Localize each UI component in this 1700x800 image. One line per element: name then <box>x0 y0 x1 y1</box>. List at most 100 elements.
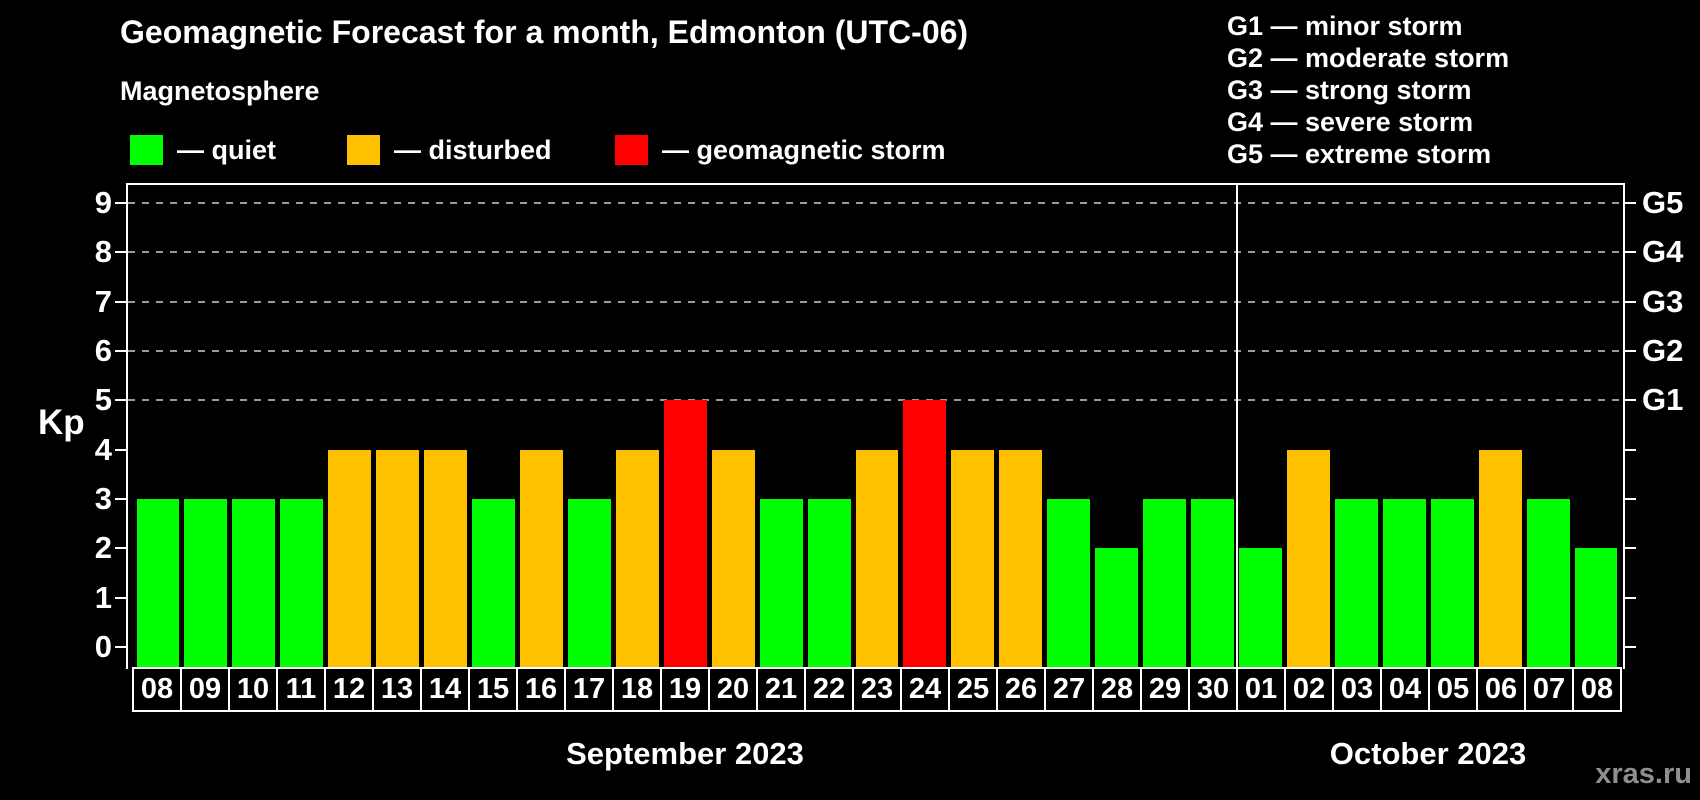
kp-bar <box>1430 499 1474 667</box>
date-label: 06 <box>1478 669 1526 710</box>
kp-bar <box>951 449 995 667</box>
legend-item-quiet: — quiet <box>130 135 360 165</box>
y-tick-label: 0 <box>94 629 112 665</box>
y-tick-label: 5 <box>94 382 112 418</box>
g-axis-tick <box>1625 498 1636 501</box>
kp-bar <box>1095 548 1139 667</box>
g-tick-label: G2 <box>1642 332 1684 368</box>
kp-bar <box>1286 449 1330 667</box>
g-scale-legend: G1 — minor storm G2 — moderate storm G3 … <box>1227 10 1509 170</box>
y-axis-left-spine <box>126 183 128 669</box>
date-label: 29 <box>1142 669 1190 710</box>
x-axis-date-row: 08 09 10 11 12 13 14 15 16 17 18 19 20 21 22 23 24 25 26 27… <box>132 667 1622 712</box>
date-label: 27 <box>1046 669 1094 710</box>
kp-bar <box>1478 449 1522 667</box>
date-label: 24 <box>902 669 950 710</box>
chart-title: Geomagnetic Forecast for a month, Edmont… <box>120 14 969 50</box>
kp-bar <box>184 499 228 667</box>
gridline-g3 <box>128 300 1623 303</box>
y-tick-label: 8 <box>94 234 112 270</box>
g-axis-tick <box>1625 547 1636 550</box>
date-label: 30 <box>1190 669 1238 710</box>
kp-bar <box>376 449 420 667</box>
date-label: 28 <box>1094 669 1142 710</box>
gridline-g1 <box>128 399 1623 402</box>
y-axis-right-spine <box>1623 183 1625 669</box>
kp-bar <box>1239 548 1282 667</box>
gridline-g4 <box>128 251 1623 254</box>
g-axis-tick <box>1625 596 1636 599</box>
date-label: 08 <box>1580 673 1614 705</box>
kp-bar <box>232 499 276 667</box>
y-tick-label: 3 <box>94 481 112 517</box>
y-axis-title: Kp <box>38 403 85 442</box>
y-tick-label: 2 <box>94 530 112 566</box>
gridline-g2 <box>128 349 1623 352</box>
g-axis-tick <box>1625 201 1636 204</box>
y-axis-tick <box>115 646 126 649</box>
date-label: 18 <box>614 669 662 710</box>
g-axis-tick <box>1625 349 1636 352</box>
date-label: 19 <box>662 669 710 710</box>
kp-bar <box>519 449 563 667</box>
date-label: 22 <box>806 669 854 710</box>
month-label-september: September 2023 <box>566 736 804 771</box>
kp-bar <box>424 449 468 667</box>
g-axis-tick <box>1625 448 1636 451</box>
date-label: 07 <box>1526 669 1574 710</box>
quiet-color-swatch <box>130 135 163 165</box>
date-label: 23 <box>854 669 902 710</box>
date-label: 25 <box>950 669 998 710</box>
y-axis-tick <box>115 498 126 501</box>
date-label: 08 <box>134 669 182 710</box>
date-label: 03 <box>1334 669 1382 710</box>
month-separator-line <box>1235 183 1238 667</box>
kp-bar <box>1191 499 1234 667</box>
g5-legend-line: G5 — extreme storm <box>1227 139 1492 169</box>
y-tick-label: 9 <box>94 184 112 220</box>
g-axis-tick <box>1625 251 1636 254</box>
g2-legend-line: G2 — moderate storm <box>1227 43 1510 73</box>
date-label: 21 <box>758 669 806 710</box>
date-label: 26 <box>998 669 1046 710</box>
kp-bar <box>280 499 324 667</box>
date-label: 04 <box>1382 669 1430 710</box>
g-axis-tick <box>1625 399 1636 402</box>
date-label: 16 <box>518 669 566 710</box>
kp-bar <box>807 499 851 667</box>
date-label: 15 <box>470 669 518 710</box>
kp-bar <box>663 400 707 667</box>
y-tick-label: 7 <box>94 283 112 319</box>
kp-bar <box>472 499 515 667</box>
date-label: 01 <box>1238 669 1286 710</box>
g-tick-label: G1 <box>1642 382 1684 418</box>
y-axis-tick <box>115 448 126 451</box>
gridline-g5 <box>128 201 1623 204</box>
date-label: 02 <box>1286 669 1334 710</box>
y-axis-tick <box>115 399 126 402</box>
y-axis-tick <box>115 596 126 599</box>
magnetosphere-label: Magnetosphere <box>120 76 320 106</box>
g-axis-tick <box>1625 300 1636 303</box>
g-axis-tick <box>1625 646 1636 649</box>
g-tick-label: G4 <box>1642 234 1684 270</box>
kp-bar <box>711 449 755 667</box>
kp-bar <box>1047 499 1091 667</box>
kp-bar <box>136 499 180 667</box>
legend-item-disturbed: — disturbed <box>347 135 627 165</box>
y-axis-tick <box>115 201 126 204</box>
kp-bar <box>999 449 1043 667</box>
legend-label-quiet: — quiet <box>177 135 276 165</box>
kp-bar <box>328 449 372 667</box>
plot-top-spine <box>126 183 1625 185</box>
y-axis-tick <box>115 300 126 303</box>
kp-bar <box>1574 548 1618 667</box>
y-tick-label: 1 <box>94 579 112 615</box>
y-axis-tick <box>115 349 126 352</box>
y-axis-tick <box>115 547 126 550</box>
disturbed-color-swatch <box>347 135 380 165</box>
date-label: 13 <box>374 669 422 710</box>
kp-bar <box>903 400 947 667</box>
kp-bar <box>855 449 899 667</box>
kp-bar <box>615 449 659 667</box>
